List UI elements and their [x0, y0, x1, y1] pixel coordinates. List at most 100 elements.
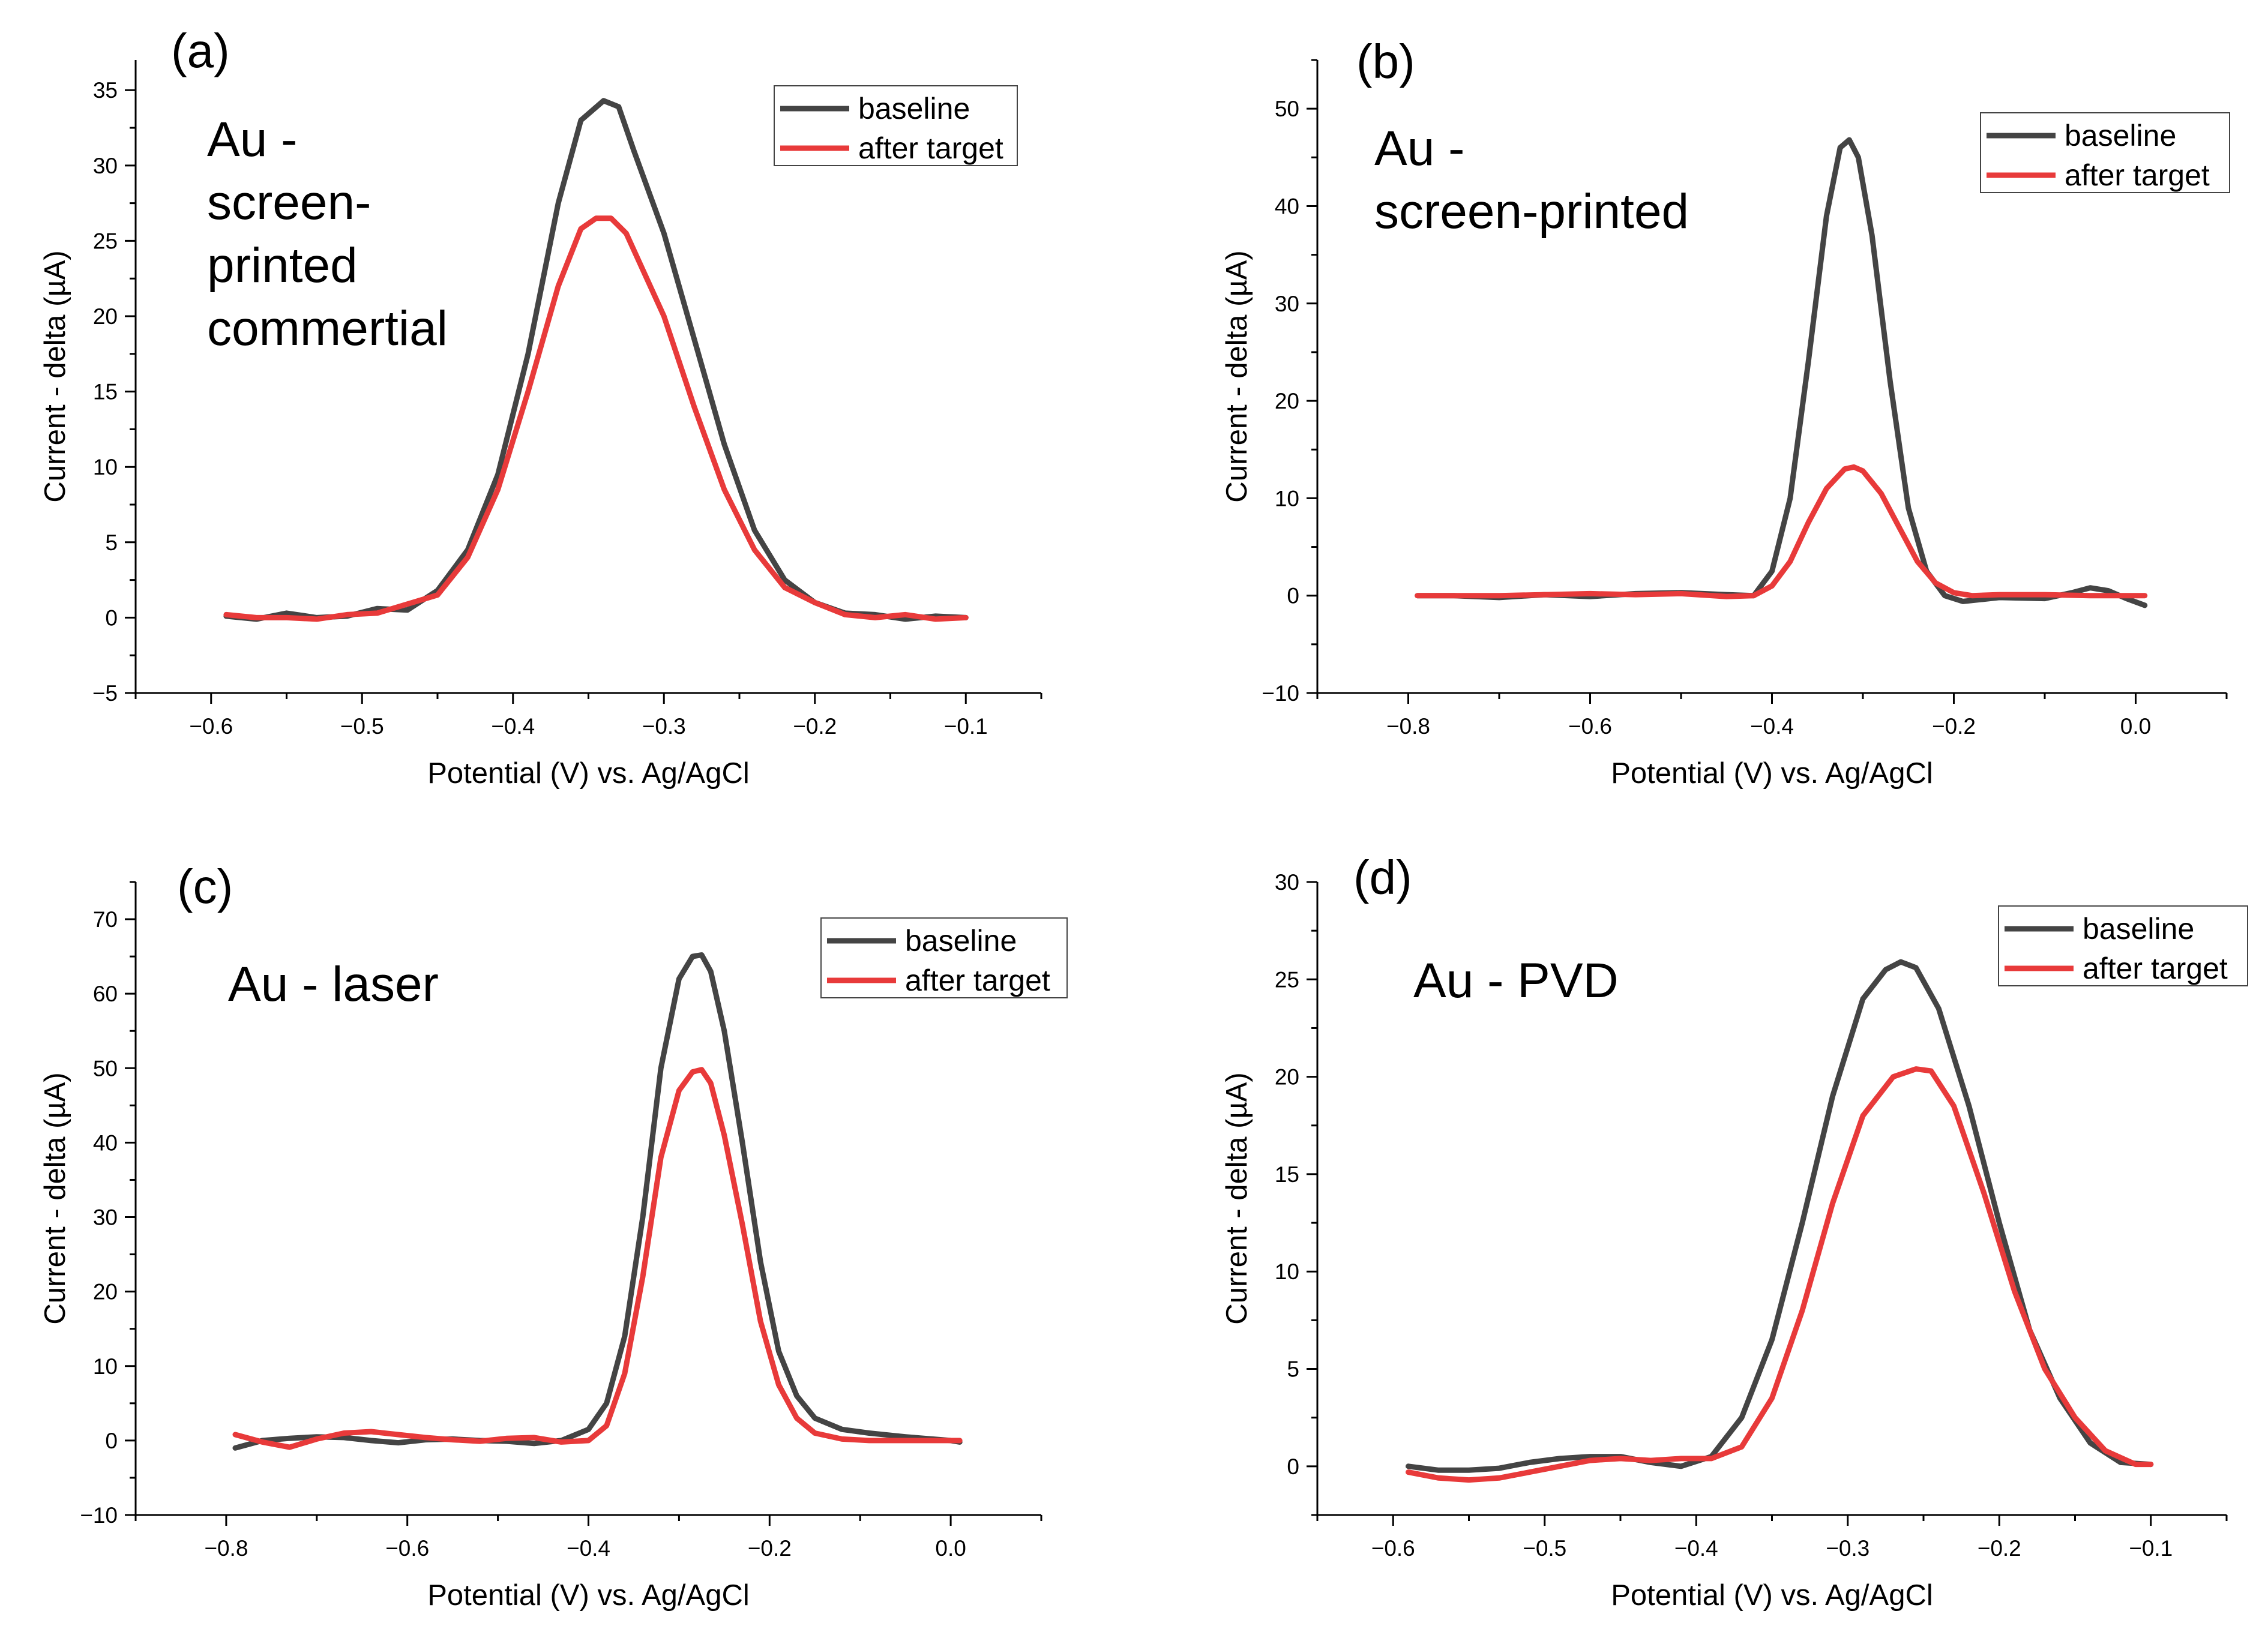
x-tick-label: −0.1: [2129, 1536, 2173, 1561]
y-tick-label: 5: [1287, 1357, 1299, 1382]
x-tick-label: −0.6: [189, 714, 233, 739]
legend-label: baseline: [2065, 119, 2176, 152]
y-tick-label: 40: [93, 1130, 118, 1155]
y-tick-label: −5: [92, 681, 118, 706]
electrode-annotation: screen-: [207, 175, 371, 230]
y-tick-label: 0: [1287, 584, 1299, 608]
x-tick-label: −0.1: [944, 714, 988, 739]
series-line-after-target: [232, 1067, 963, 1450]
y-tick-label: 20: [1275, 389, 1299, 413]
y-tick-label: 50: [93, 1056, 118, 1081]
panel-label: (b): [1356, 35, 1415, 88]
y-tick-label: 30: [1275, 292, 1299, 316]
y-tick-label: 20: [1275, 1065, 1299, 1090]
chart-panel-2: −0.8 −0.6 −0.4 −0.2 0.0 −10 0 10 20 30 40 50 Potenti…: [1221, 35, 2230, 790]
y-tick-label: 15: [1275, 1162, 1299, 1187]
y-tick-label: 0: [105, 605, 118, 630]
legend-label: after target: [2083, 952, 2228, 985]
y-tick-label: 70: [93, 907, 118, 932]
legend: baseline after target: [1980, 112, 2230, 193]
series-line-baseline: [232, 952, 963, 1451]
x-tick-label: −0.4: [1674, 1536, 1718, 1561]
y-tick-label: 10: [1275, 1259, 1299, 1284]
x-tick-label: −0.2: [748, 1536, 792, 1561]
y-tick-label: 25: [93, 229, 118, 253]
y-tick-label: 20: [93, 1280, 118, 1304]
panel-label: (c): [177, 860, 233, 913]
y-tick-label: 50: [1275, 97, 1299, 121]
electrode-annotation: Au - PVD: [1413, 953, 1619, 1008]
legend-label: after target: [2065, 158, 2210, 192]
legend-box: [774, 85, 1018, 166]
x-tick-label: 0.0: [2120, 714, 2151, 739]
legend-label: baseline: [905, 924, 1017, 958]
chart-panel-3: −0.8 −0.6 −0.4 −0.2 0.0 −10 0 10 20 30 40 50 60 70 Pot…: [39, 860, 1068, 1612]
x-tick-label: −0.3: [1826, 1536, 1869, 1561]
electrode-annotation: Au -: [1374, 121, 1464, 176]
y-tick-label: 15: [93, 380, 118, 404]
y-tick-label: 30: [93, 1205, 118, 1230]
y-tick-label: 0: [1287, 1454, 1299, 1479]
x-tick-label: −0.5: [340, 714, 384, 739]
x-tick-label: −0.6: [1568, 714, 1612, 739]
x-axis-title: Potential (V) vs. Ag/AgCl: [1611, 1579, 1933, 1612]
legend-box: [820, 917, 1068, 998]
legend-label: baseline: [2083, 912, 2194, 946]
y-tick-label: 30: [1275, 870, 1299, 895]
series-line-baseline: [1406, 959, 2154, 1473]
y-tick-label: 35: [93, 78, 118, 103]
series-line-after-target: [1406, 1066, 2154, 1483]
legend-box: [1980, 112, 2230, 193]
x-tick-label: −0.4: [567, 1536, 610, 1561]
y-tick-label: 60: [93, 982, 118, 1006]
x-tick-label: −0.4: [1750, 714, 1794, 739]
electrode-annotation: commertial: [207, 301, 448, 356]
x-tick-label: −0.4: [491, 714, 535, 739]
series-line-after-target: [223, 215, 969, 622]
y-tick-label: 10: [93, 1354, 118, 1379]
y-tick-label: 10: [93, 455, 118, 479]
y-tick-label: 10: [1275, 486, 1299, 511]
x-tick-label: −0.2: [1932, 714, 1976, 739]
legend-label: baseline: [858, 92, 970, 125]
y-axis-title: Current - delta (µA): [1221, 1072, 1253, 1324]
panel-label: (a): [171, 24, 230, 77]
electrode-annotation: printed: [207, 238, 358, 293]
x-axis-title: Potential (V) vs. Ag/AgCl: [427, 1579, 750, 1612]
x-tick-label: −0.6: [385, 1536, 429, 1561]
electrode-annotation: Au -: [207, 112, 297, 167]
y-tick-label: 40: [1275, 194, 1299, 218]
x-tick-label: −0.2: [793, 714, 837, 739]
legend: baseline after target: [820, 917, 1068, 998]
chart-panel-1: −0.6 −0.5 −0.4 −0.3 −0.2 −0.1 −5 0 5 10 15 20 25 30 35…: [39, 24, 1042, 790]
y-tick-label: −10: [80, 1503, 118, 1528]
y-axis-title: Current - delta (µA): [39, 250, 71, 502]
legend-box: [1998, 905, 2248, 986]
legend: baseline after target: [774, 85, 1018, 166]
y-axis-title: Current - delta (µA): [39, 1072, 71, 1324]
x-tick-label: −0.5: [1523, 1536, 1566, 1561]
x-tick-label: −0.3: [642, 714, 686, 739]
y-axis-title: Current - delta (µA): [1221, 250, 1253, 502]
electrode-annotation: screen-printed: [1374, 184, 1689, 239]
x-axis-title: Potential (V) vs. Ag/AgCl: [1611, 757, 1933, 790]
y-tick-label: 20: [93, 304, 118, 329]
x-tick-label: −0.2: [1978, 1536, 2021, 1561]
y-tick-label: 30: [93, 154, 118, 178]
legend-label: after target: [905, 964, 1050, 997]
chart-panel-4: −0.6 −0.5 −0.4 −0.3 −0.2 −0.1 0 5 10 15 20 25 30 Pote…: [1221, 851, 2248, 1612]
electrode-annotation: Au - laser: [228, 957, 439, 1012]
x-tick-label: −0.6: [1371, 1536, 1415, 1561]
x-tick-label: 0.0: [935, 1536, 966, 1561]
series-line-after-target: [1415, 464, 2148, 599]
panel-label: (d): [1353, 851, 1412, 904]
y-tick-label: 0: [105, 1429, 118, 1453]
legend: baseline after target: [1998, 905, 2248, 986]
x-axis-title: Potential (V) vs. Ag/AgCl: [427, 757, 750, 790]
y-tick-label: −10: [1262, 681, 1299, 706]
y-tick-label: 25: [1275, 967, 1299, 992]
x-tick-label: −0.8: [204, 1536, 248, 1561]
x-tick-label: −0.8: [1386, 714, 1430, 739]
y-tick-label: 5: [105, 530, 118, 555]
